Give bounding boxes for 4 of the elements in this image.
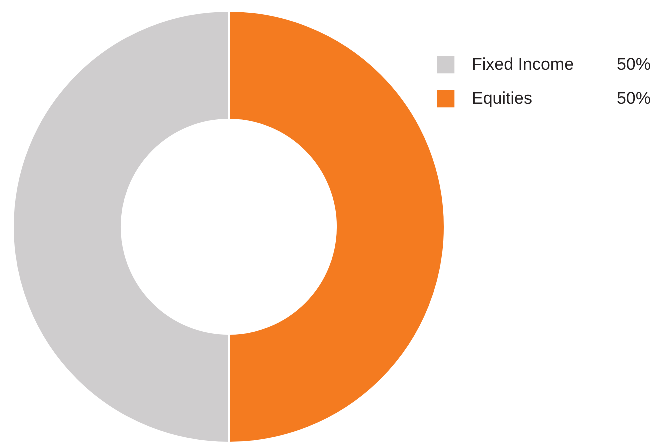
legend-label: Equities — [472, 89, 532, 108]
data-label: 50% — [616, 55, 651, 74]
data-label: 50% — [616, 89, 651, 108]
legend-label: Fixed Income — [472, 55, 574, 74]
